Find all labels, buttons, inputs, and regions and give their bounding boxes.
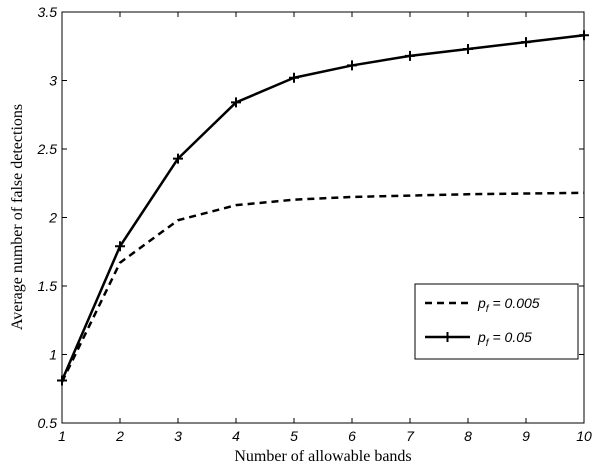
x-tick-label: 8 <box>464 428 472 444</box>
y-tick-label: 3.5 <box>38 4 58 20</box>
y-tick-label: 0.5 <box>38 415 58 431</box>
y-tick-label: 2.5 <box>37 141 58 157</box>
x-tick-label: 9 <box>522 428 530 444</box>
x-tick-label: 6 <box>348 428 356 444</box>
x-tick-label: 10 <box>576 428 592 444</box>
legend: pf = 0.005 pf = 0.05 <box>415 284 578 359</box>
x-axis-title: Number of allowable bands <box>234 448 411 465</box>
y-tick-label: 1.5 <box>38 278 58 294</box>
y-tick-label: 2 <box>48 210 57 226</box>
x-tick-label: 5 <box>290 428 298 444</box>
x-tick-label: 1 <box>58 428 66 444</box>
y-axis-title: Average number of false detections <box>9 104 26 330</box>
x-tick-label: 7 <box>406 428 415 444</box>
y-tick-label: 3 <box>49 73 57 89</box>
x-tick-label: 2 <box>115 428 124 444</box>
x-tick-label: 4 <box>232 428 240 444</box>
x-tick-label: 3 <box>174 428 182 444</box>
y-tick-label: 1 <box>49 347 57 363</box>
